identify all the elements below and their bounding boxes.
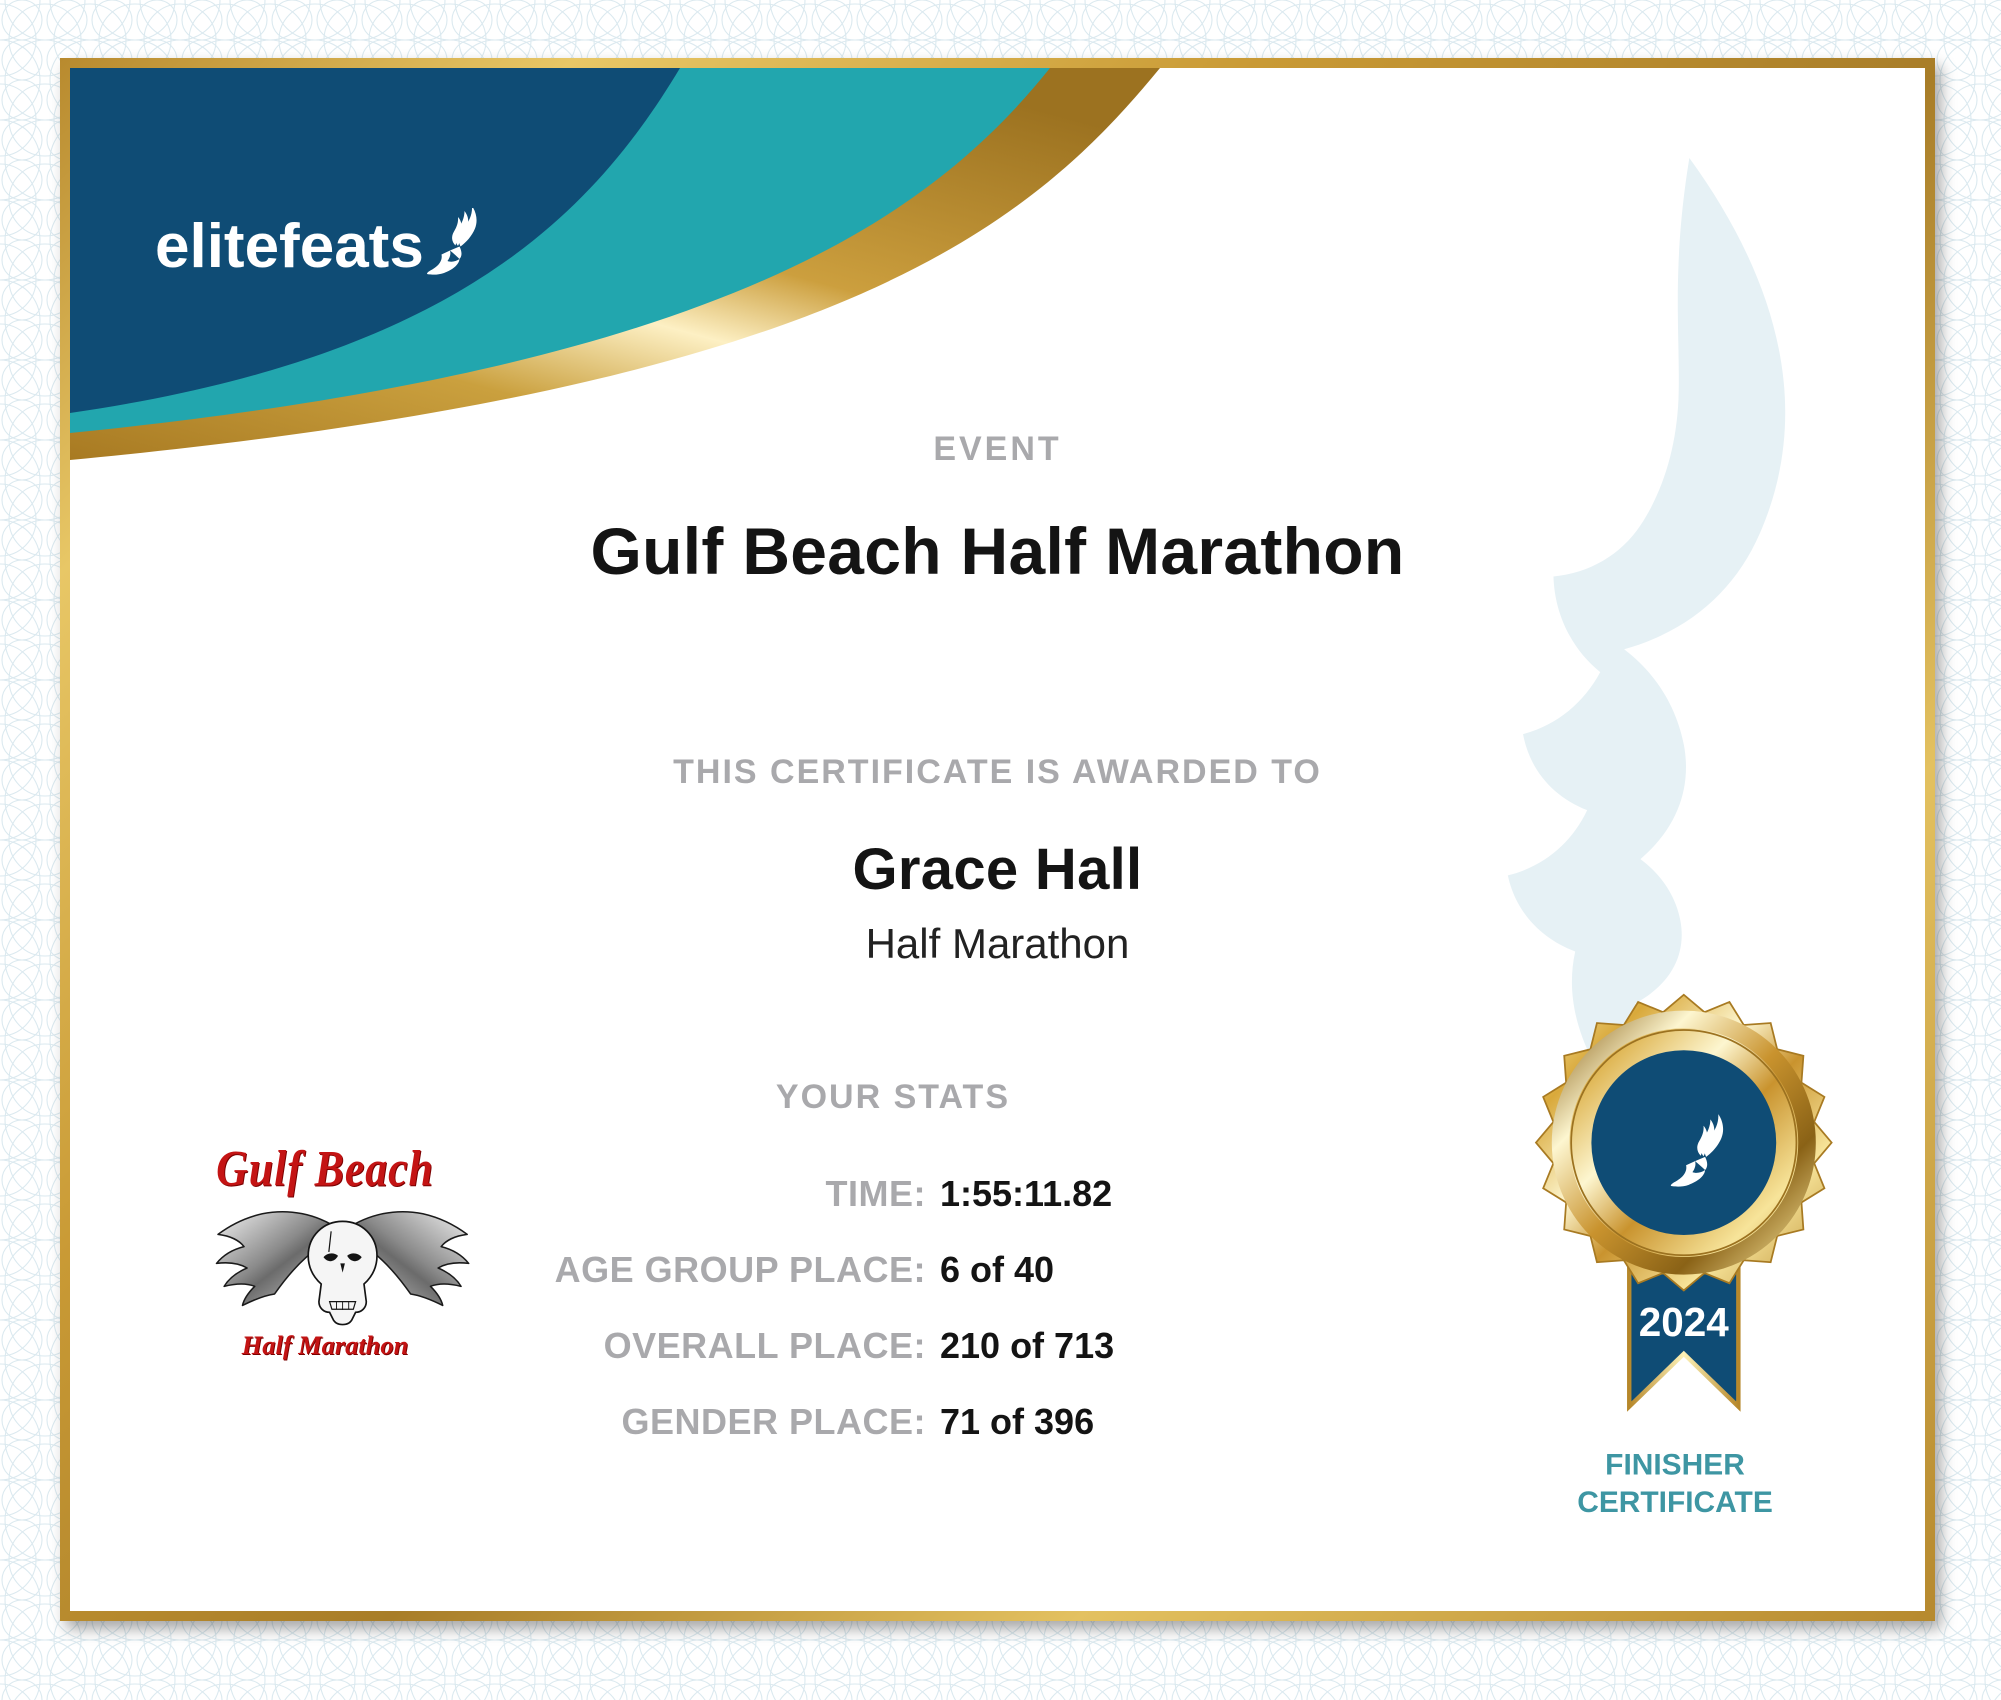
svg-text:2024: 2024: [1639, 1299, 1730, 1345]
